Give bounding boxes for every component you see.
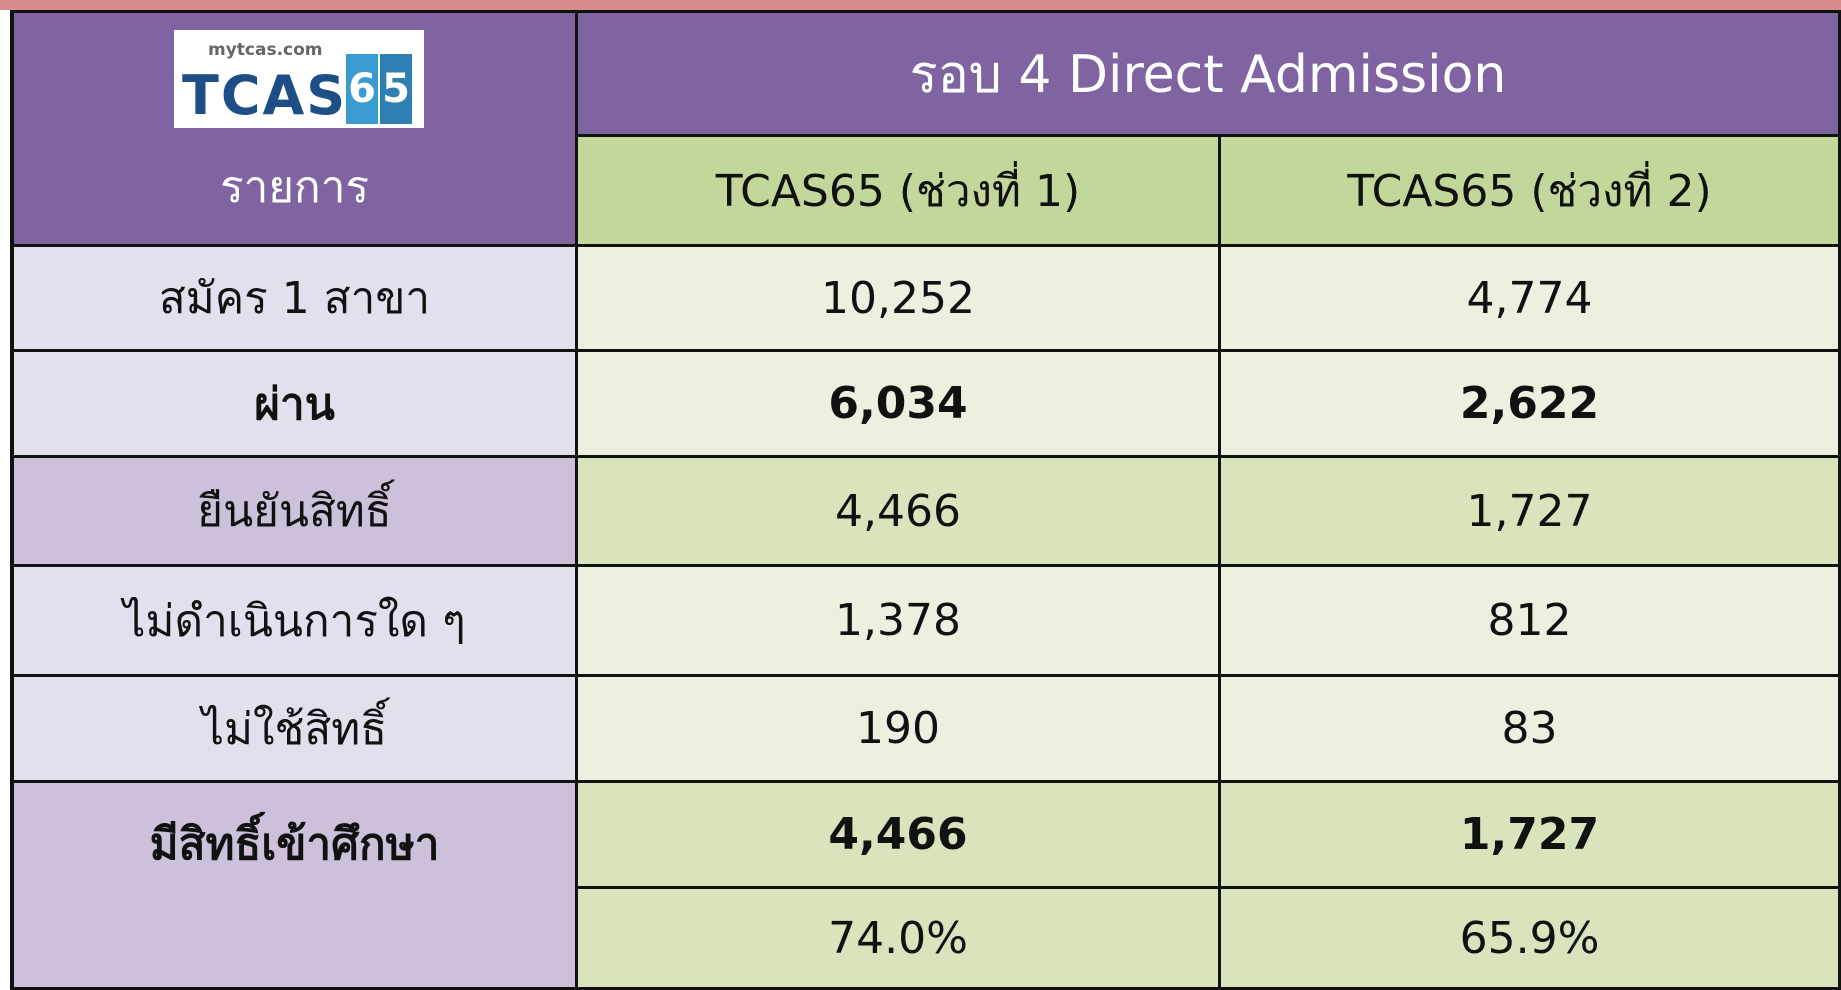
value-cell: 83: [1221, 677, 1841, 783]
logo: mytcas.com TCAS 6 5: [174, 30, 424, 128]
value-cell: 1,727: [1221, 783, 1841, 889]
value-cell: 4,466: [578, 783, 1221, 889]
percent-cell: 74.0%: [578, 889, 1221, 990]
value-cell: 1,378: [578, 567, 1221, 677]
title: รอบ 4 Direct Admission: [578, 13, 1841, 137]
table-frame: [10, 10, 1841, 990]
value-cell: 10,252: [578, 247, 1221, 352]
row-label: ไม่ดำเนินการใด ๆ: [14, 567, 578, 677]
percent-cell: 65.9%: [1221, 889, 1841, 990]
value-cell: 2,622: [1221, 352, 1841, 458]
label-header-text: รายการ: [219, 162, 370, 213]
value-cell: 190: [578, 677, 1221, 783]
logo-site: mytcas.com: [208, 40, 323, 60]
value-cell: 4,466: [578, 458, 1221, 567]
logo-digit: 5: [380, 54, 412, 124]
row-label: ผ่าน: [14, 352, 578, 458]
row-label: สมัคร 1 สาขา: [14, 247, 578, 352]
logo-digit: 6: [346, 54, 378, 124]
logo-brand: TCAS: [182, 64, 348, 127]
value-cell: 4,774: [1221, 247, 1841, 352]
value-cell: 1,727: [1221, 458, 1841, 567]
top-strip: [0, 0, 1841, 10]
value-cell: 6,034: [578, 352, 1221, 458]
column-header: TCAS65 (ช่วงที่ 1): [578, 137, 1221, 247]
row-label: มีสิทธิ์เข้าศึกษา: [14, 783, 578, 990]
row-label: ยืนยันสิทธิ์: [14, 458, 578, 567]
column-header: TCAS65 (ช่วงที่ 2): [1221, 137, 1841, 247]
value-cell: 812: [1221, 567, 1841, 677]
row-label: ไม่ใช้สิทธิ์: [14, 677, 578, 783]
